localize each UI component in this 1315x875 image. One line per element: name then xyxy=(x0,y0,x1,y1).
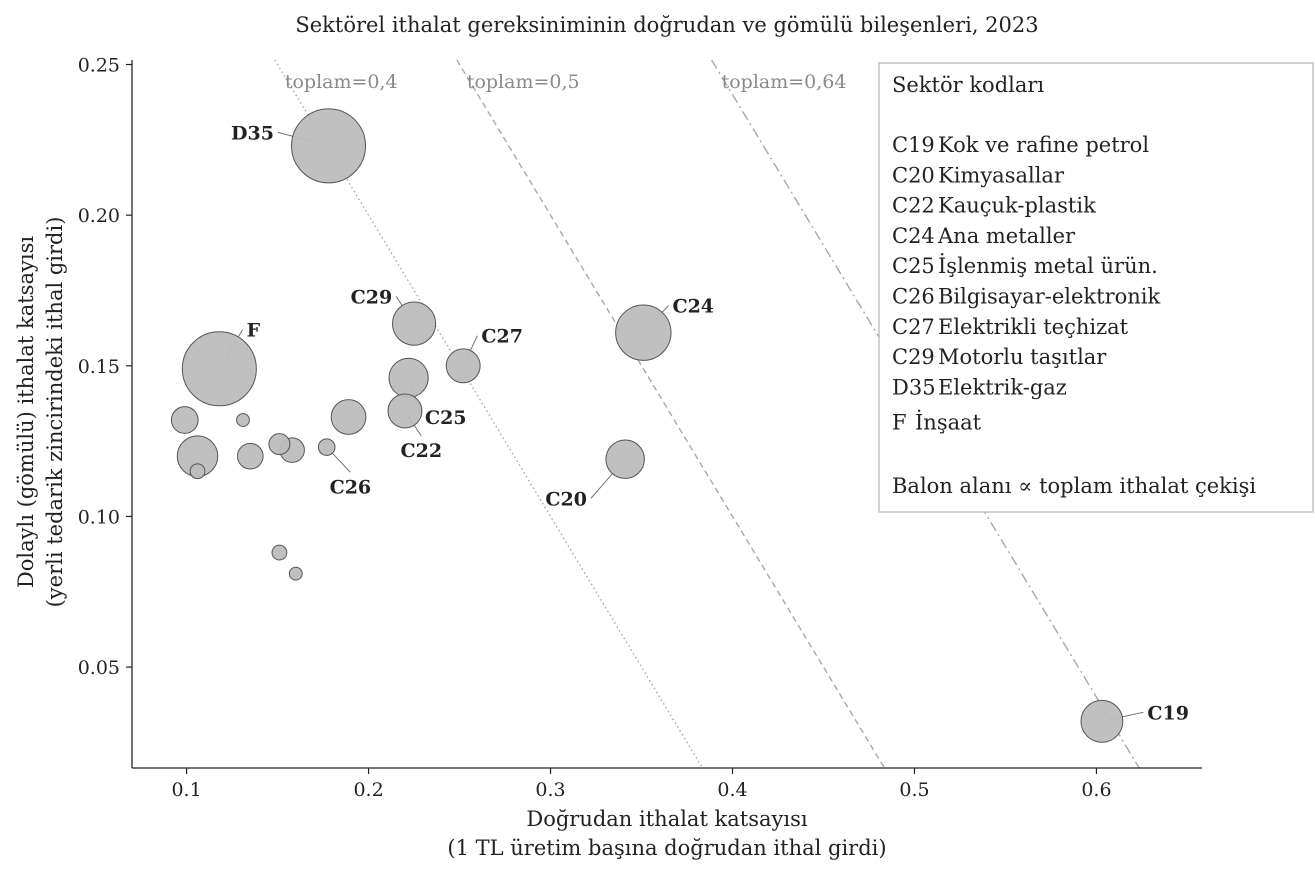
legend-entry-name: Motorlu taşıtlar xyxy=(938,345,1107,369)
y-tick-label: 0.15 xyxy=(78,356,120,378)
x-axis-ticks: 0.1 0.2 0.3 0.4 0.5 0.6 xyxy=(171,768,1112,801)
bubble xyxy=(268,433,291,456)
legend-entry-name: İnşaat xyxy=(915,411,982,435)
legend-entry-name: Elektrikli teçhizat xyxy=(938,315,1129,339)
legend-entry: C22 Kauçuk-plastik xyxy=(892,194,1096,218)
chart-title: Sektörel ithalat gereksiniminin doğrudan… xyxy=(295,13,1038,37)
x-tick-label: 0.3 xyxy=(535,779,565,801)
reference-line-label: toplam=0,5 xyxy=(467,71,580,93)
sector-label-c20: C20 xyxy=(545,488,587,510)
legend-entry: C27 Elektrikli teçhizat xyxy=(892,315,1129,339)
legend-entry-name: Kauçuk-plastik xyxy=(938,194,1096,218)
bubble xyxy=(330,399,367,435)
reference-line-label: toplam=0,4 xyxy=(285,71,398,93)
legend-title: Sektör kodları xyxy=(892,73,1044,97)
legend-entry-name: Elektrik-gaz xyxy=(938,375,1067,399)
bubble-d35 xyxy=(291,108,367,184)
legend-entry-code: C20 xyxy=(892,163,935,187)
x-tick-label: 0.1 xyxy=(171,779,201,801)
legend-entry: C20 Kimyasallar xyxy=(892,163,1065,187)
legend-entry: C29 Motorlu taşıtlar xyxy=(892,345,1107,369)
reference-line xyxy=(710,59,1140,769)
legend: Sektör kodları C19 Kok ve rafine petrolC2… xyxy=(878,62,1314,513)
bubble-c22 xyxy=(387,393,423,429)
reference-lines xyxy=(274,59,1140,769)
x-tick-label: 0.5 xyxy=(899,779,929,801)
bubble xyxy=(189,463,206,480)
legend-entry-name: Kok ve rafine petrol xyxy=(938,133,1149,157)
sector-labels: D35 F C29 C27 C24 C25 C22 C26 C20 C19 xyxy=(231,122,1189,724)
legend-entry-code: D35 xyxy=(892,375,936,399)
legend-entry-name: Kimyasallar xyxy=(938,163,1065,187)
sector-label-f: F xyxy=(247,320,261,342)
x-axis-title: Doğrudan ithalat katsayısı xyxy=(526,807,808,831)
legend-entry: C25 İşlenmiş metal ürün. xyxy=(892,254,1158,278)
x-tick-label: 0.2 xyxy=(353,779,383,801)
legend-box xyxy=(878,62,1314,513)
bubble-c26 xyxy=(317,438,336,456)
y-axis-title: Dolaylı (gömülü) ithalat katsayısı xyxy=(14,236,38,588)
legend-entry-name: Ana metaller xyxy=(937,224,1076,248)
bubble-c25 xyxy=(388,357,429,398)
legend-entry-code: F xyxy=(892,411,907,435)
legend-entry-code: C19 xyxy=(892,133,935,157)
bubbles xyxy=(170,108,1124,743)
legend-entry: C24 Ana metaller xyxy=(892,224,1076,248)
legend-entry-code: C27 xyxy=(892,315,935,339)
y-tick-label: 0.05 xyxy=(78,657,120,679)
y-tick-label: 0.10 xyxy=(78,506,120,528)
legend-entry: C26 Bilgisayar-elektronik xyxy=(892,285,1160,309)
x-tick-label: 0.6 xyxy=(1081,779,1111,801)
reference-line xyxy=(456,59,886,769)
legend-entry: C19 Kok ve rafine petrol xyxy=(892,133,1149,157)
sector-label-c27: C27 xyxy=(481,326,523,348)
bubble xyxy=(288,566,303,581)
legend-entry-code: C26 xyxy=(892,285,935,309)
bubble xyxy=(170,406,199,434)
y-axis-ticks: 0.05 0.10 0.15 0.20 0.25 xyxy=(78,55,132,679)
legend-entry-code: C24 xyxy=(892,224,935,248)
bubble-f xyxy=(181,331,257,407)
reference-labels: toplam=0,4 toplam=0,5 toplam=0,64 xyxy=(285,71,847,93)
legend-entry: D35 Elektrik-gaz xyxy=(892,375,1067,399)
bubble-c27 xyxy=(445,348,481,384)
bubble-c20 xyxy=(605,439,645,479)
bubble xyxy=(236,442,264,470)
legend-entry-code: C29 xyxy=(892,345,935,369)
bubble xyxy=(236,413,250,427)
legend-entry-name: İşlenmiş metal ürün. xyxy=(938,254,1158,278)
reference-line xyxy=(274,59,704,769)
legend-size-note: Balon alanı ∝ toplam ithalat çekişi xyxy=(892,474,1256,498)
x-axis-subtitle: (1 TL üretim başına doğrudan ithal girdi… xyxy=(447,836,886,860)
sector-label-c22: C22 xyxy=(401,440,443,462)
legend-entry-code: C25 xyxy=(892,254,935,278)
sector-label-c26: C26 xyxy=(330,476,372,498)
axes xyxy=(131,60,1202,769)
sector-label-d35: D35 xyxy=(231,122,274,144)
bubble-c24 xyxy=(615,304,672,361)
sector-label-c19: C19 xyxy=(1147,702,1189,724)
legend-entry-name: Bilgisayar-elektronik xyxy=(938,285,1160,309)
sector-label-c24: C24 xyxy=(672,296,714,318)
bubble-c29 xyxy=(391,301,437,346)
legend-entry: F İnşaat xyxy=(892,411,982,435)
y-tick-label: 0.25 xyxy=(78,55,120,77)
sector-label-c29: C29 xyxy=(351,287,393,309)
y-axis-subtitle: (yerli tedarik zincirindeki ithal girdi) xyxy=(43,217,67,608)
x-tick-label: 0.4 xyxy=(717,779,747,801)
y-tick-label: 0.20 xyxy=(78,205,120,227)
legend-entry-code: C22 xyxy=(892,194,935,218)
bubble-c19 xyxy=(1080,699,1124,743)
bubble xyxy=(271,544,288,561)
reference-line-label: toplam=0,64 xyxy=(722,71,847,93)
sector-label-c25: C25 xyxy=(425,407,467,429)
